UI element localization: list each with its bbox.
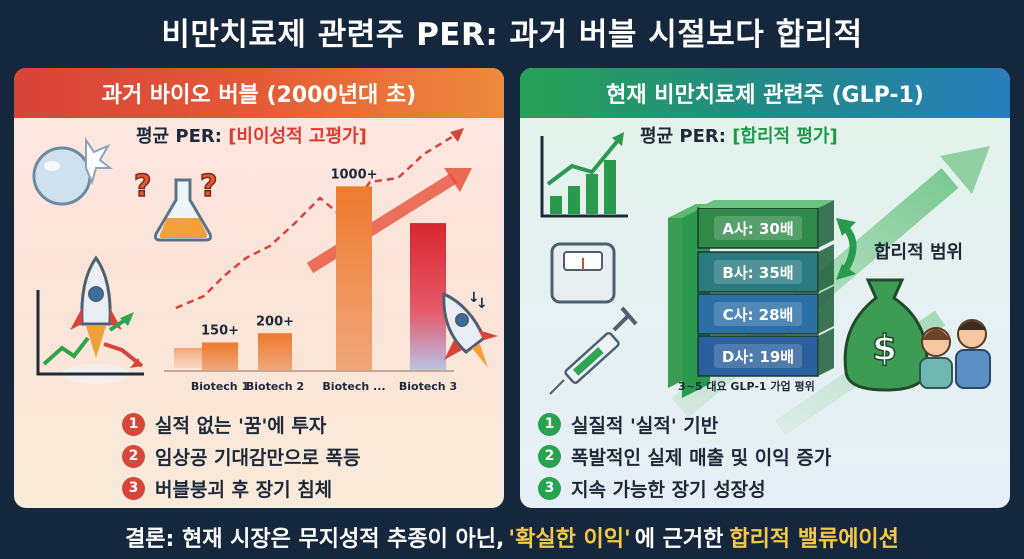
syringe-icon [549, 306, 638, 395]
stack-value-label: B사: 35배 [722, 264, 793, 282]
number-badge: 2 [538, 444, 561, 468]
right-per-highlight: [합리적 평가] [732, 126, 838, 147]
number-badge: 2 [122, 444, 145, 468]
stack-label-box [714, 260, 802, 284]
bar-3 [336, 186, 372, 370]
stack-caption: 3~5 대요 GLP-1 가업 평위 [678, 380, 815, 393]
left-point-list: 1 실적 없는 '꿈'에 투자 2 임상공 기대감만으로 폭등 3 버블붕괴 후 장기… [122, 408, 361, 504]
flask-icon [154, 178, 212, 242]
stack-block-side [818, 200, 834, 248]
list-item-text: 임상공 기대감만으로 폭등 [155, 446, 361, 469]
bar-2 [258, 333, 292, 370]
right-panel-header: 현재 비만치료제 관련주 (GLP-1) [520, 68, 1010, 118]
svg-text:↓: ↓ [476, 296, 488, 312]
stack-block-1 [697, 207, 819, 249]
right-point-list: 1 실질적 '실적' 기반 2 폭발적인 실제 매출 및 이익 증가 3 지속 가능한… [538, 408, 831, 504]
conclusion-middle: 에 근거한 [634, 526, 724, 552]
stack-label-box [714, 344, 802, 368]
chart-baseline [164, 370, 454, 372]
bar-category-label: Biotech 3 [399, 380, 457, 393]
scale-icon [550, 242, 616, 304]
conclusion-prefix: 결론: 현재 시장은 무지성적 추종이 아닌, [125, 526, 505, 552]
conclusion-bar: 결론: 현재 시장은 무지성적 추종이 아닌, '확실한 이익' 에 근거한 합리… [0, 514, 1024, 559]
stack-label-box [714, 302, 802, 326]
per-stack-chart: A사: 30배 B사: 35배 C사: 28배 D사: 19배 [668, 200, 834, 398]
small-trend-chart [36, 290, 144, 376]
stack-value-label: D사: 19배 [722, 348, 794, 366]
list-item: 2 임상공 기대감만으로 폭등 [122, 440, 361, 472]
bar-category-label: Biotech ... [322, 380, 385, 393]
list-item: 3 버블붕괴 후 장기 침체 [122, 472, 361, 504]
svg-text:↓: ↓ [468, 290, 480, 306]
right-illustration: A사: 30배 B사: 35배 C사: 28배 D사: 19배 $ [540, 132, 991, 436]
list-item-text: 실질적 '실적' 기반 [571, 414, 719, 437]
rocket-icon [62, 255, 130, 384]
left-panel: 과거 바이오 버블 (2000년대 초) ? ? [14, 68, 504, 508]
bar-value-label: 200+ [256, 314, 294, 329]
svg-text:$: $ [872, 328, 897, 369]
title-bar: 비만치료제 관련주 PER: 과거 버블 시절보다 합리적 [0, 0, 1024, 62]
stack-block-side [818, 244, 834, 292]
right-panel: 현재 비만치료제 관련주 (GLP-1) [520, 68, 1010, 508]
number-badge: 1 [538, 412, 561, 436]
bursting-bubble-icon [32, 136, 113, 206]
right-per-label: 평균 PER: [합리적 평가] [640, 122, 838, 148]
money-bag-icon: $ [843, 278, 929, 392]
list-item-text: 지속 가능한 장기 성장성 [571, 478, 766, 501]
list-item: 3 지속 가능한 장기 성장성 [538, 472, 831, 504]
number-badge: 3 [538, 476, 561, 500]
list-item: 1 실질적 '실적' 기반 [538, 408, 831, 440]
left-panel-header: 과거 바이오 버블 (2000년대 초) [14, 68, 504, 118]
list-item-text: 버블붕괴 후 장기 침체 [155, 478, 333, 501]
list-item-text: 실적 없는 '꿈'에 투자 [155, 414, 327, 437]
left-per-highlight: [비이성적 고평가] [228, 126, 367, 147]
bar-category-label: Biotech 1 [191, 380, 249, 393]
right-per-prefix: 평균 PER: [640, 126, 733, 147]
number-badge: 1 [122, 412, 145, 436]
right-panel-title: 현재 비만치료제 관련주 (GLP-1) [606, 83, 924, 108]
stack-block-side [818, 328, 834, 376]
stack-value-label: A사: 30배 [722, 220, 793, 238]
range-arrow-icon [836, 218, 857, 280]
list-item: 2 폭발적인 실제 매출 및 이익 증가 [538, 440, 831, 472]
bar-value-label: 150+ [201, 323, 239, 338]
people-icon [919, 319, 991, 389]
rising-arrow [306, 172, 458, 274]
range-label: 합리적 범위 [874, 242, 964, 263]
number-badge: 3 [122, 476, 145, 500]
conclusion-highlight: 합리적 밸류에이션 [729, 526, 899, 552]
stack-top [698, 200, 834, 208]
bar-4 [410, 223, 446, 370]
left-illustration: ? ? [32, 128, 498, 393]
stack-value-label: C사: 28배 [723, 306, 794, 324]
bar-category-label: Biotech 2 [246, 380, 304, 393]
question-mark-icon: ? [200, 169, 217, 204]
left-per-label: 평균 PER: [비이성적 고평가] [136, 122, 367, 148]
bar-1 [202, 342, 238, 370]
falling-rocket-icon: ↓ ↓ [442, 290, 498, 368]
growth-chart-icon [540, 132, 628, 218]
bar-value-label: 1000+ [330, 167, 377, 182]
list-item: 1 실적 없는 '꿈'에 투자 [122, 408, 361, 440]
conclusion-quote: '확실한 이익' [508, 526, 631, 552]
bubble-bar-chart: 150+ Biotech 1 200+ Biotech 2 1000+ Biotech .… [164, 167, 457, 393]
list-item-text: 폭발적인 실제 매출 및 이익 증가 [571, 446, 832, 469]
stack-label-box [714, 216, 802, 240]
bubble-trend-line [175, 130, 461, 310]
page-title: 비만치료제 관련주 PER: 과거 버블 시절보다 합리적 [161, 16, 863, 53]
left-panel-title: 과거 바이오 버블 (2000년대 초) [101, 83, 417, 108]
question-mark-icon: ? [134, 169, 151, 204]
left-per-prefix: 평균 PER: [136, 126, 229, 147]
stack-block-side [818, 286, 834, 334]
